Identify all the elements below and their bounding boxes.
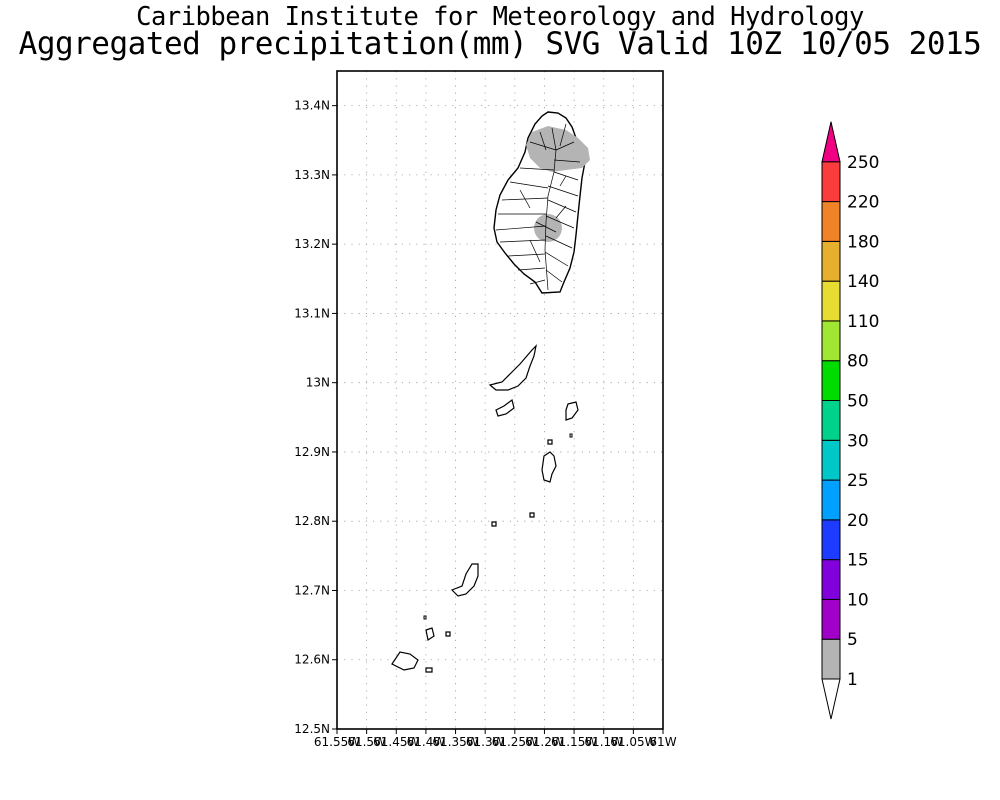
colorbar-label: 180 (847, 232, 879, 252)
colorbar-label: 80 (847, 352, 869, 372)
colorbar-label: 30 (847, 431, 869, 451)
colorbar-segment (821, 360, 841, 402)
colorbar-label: 25 (847, 471, 869, 491)
lat-tick-label: 12.8N (294, 514, 330, 528)
island-small-1 (495, 398, 515, 417)
colorbar-segment (821, 559, 841, 600)
lat-tick-label: 13.1N (294, 306, 330, 320)
lat-tick-label: 13.2N (294, 237, 330, 251)
lat-tick-label: 13.4N (294, 99, 330, 113)
island-union (450, 563, 479, 597)
lat-tick-label: 13N (306, 376, 330, 390)
island-canouan (541, 451, 557, 483)
colorbar-segment (821, 439, 841, 481)
colorbar-label: 140 (847, 272, 879, 292)
island-small-4 (491, 521, 497, 527)
colorbar-upper-arrow (821, 121, 841, 163)
colorbar-label: 220 (847, 193, 879, 213)
island-small-9 (569, 433, 573, 438)
colorbar-segment (821, 201, 841, 242)
lon-tick-label: 61.55W (314, 735, 360, 749)
colorbar-segment (821, 598, 841, 640)
colorbar-segment (821, 400, 841, 441)
island-mustique (565, 401, 579, 421)
lon-tick-label: 61.45W (373, 735, 419, 749)
lon-tick-label: 61.25W (492, 735, 538, 749)
island-small-5 (425, 627, 435, 641)
island-bequia (488, 344, 537, 391)
watershed-lines (495, 123, 581, 291)
lon-tick-label: 61.2W (525, 735, 564, 749)
colorbar-segment (821, 280, 841, 322)
map-frame (336, 70, 664, 730)
lat-tick-label: 12.9N (294, 445, 330, 459)
map-grid (337, 71, 663, 729)
colorbar-label: 5 (847, 630, 858, 650)
colorbar-lower-arrow (821, 678, 841, 720)
colorbar-segment (821, 161, 841, 203)
lon-tick-label: 61.15W (551, 735, 597, 749)
lon-tick-label: 61W (649, 735, 676, 749)
island-small-3 (529, 512, 535, 518)
colorbar-segment (821, 479, 841, 521)
lat-tick-label: 12.5N (294, 722, 330, 736)
colorbar-label: 250 (847, 153, 879, 173)
lon-tick-label: 61.4W (407, 735, 446, 749)
colorbar-label: 15 (847, 551, 869, 571)
colorbar-segment (821, 638, 841, 680)
island-small-6 (445, 631, 451, 637)
chart-subtitle: Aggregated precipitation(mm) SVG Valid 1… (18, 26, 982, 62)
map-axes: 12.5N 12.6N 12.7N 12.8N 12.9N 13N 13.1N 13.2N 13… (294, 99, 676, 749)
colorbar-label: 10 (847, 590, 869, 610)
lat-tick-label: 13.3N (294, 168, 330, 182)
colorbar-segment (821, 320, 841, 362)
lon-tick-label: 61.35W (432, 735, 478, 749)
colorbar-label: 20 (847, 511, 869, 531)
colorbar-segment (821, 519, 841, 561)
lon-tick-label: 61.5W (347, 735, 386, 749)
colorbar-label: 50 (847, 392, 869, 412)
lon-tick-label: 61.05W (610, 735, 656, 749)
land-layer (391, 111, 590, 673)
island-carriacou (391, 651, 419, 671)
lat-tick-label: 12.6N (294, 653, 330, 667)
island-small-2 (547, 439, 553, 445)
lat-tick-label: 12.7N (294, 583, 330, 597)
island-small-8 (423, 615, 427, 620)
colorbar-segment (821, 240, 841, 282)
colorbar-label: 1 (847, 670, 858, 690)
lon-tick-label: 61.3W (466, 735, 505, 749)
island-small-7 (425, 667, 433, 673)
lon-tick-label: 61.1W (584, 735, 623, 749)
colorbar-label: 110 (847, 312, 879, 332)
chart-title: Caribbean Institute for Meteorology and … (136, 2, 864, 32)
